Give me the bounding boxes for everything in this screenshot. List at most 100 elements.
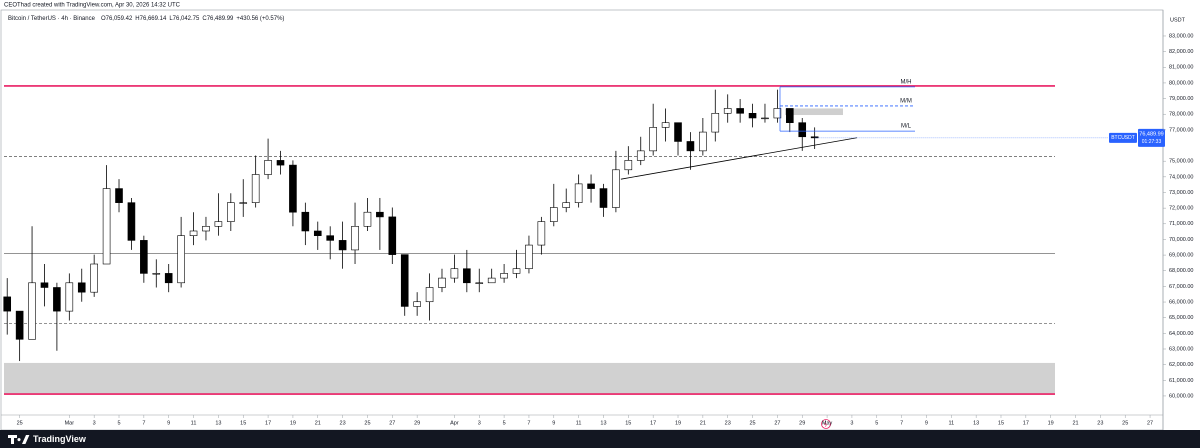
y-tick-label: 82,000.00 <box>1169 49 1193 55</box>
candle-body <box>15 310 24 340</box>
candle-body <box>798 122 807 138</box>
price-tag <box>1138 128 1165 147</box>
candle-body <box>376 211 384 218</box>
y-tick-label: 75,000.00 <box>1169 159 1193 165</box>
candle-body <box>413 301 421 307</box>
candle-body <box>748 112 757 119</box>
candle-body <box>649 127 657 152</box>
x-tick-label: 13 <box>215 420 221 426</box>
mark-label: M/M <box>900 99 912 105</box>
x-tick-label: 25 <box>17 420 23 426</box>
candle-body <box>723 108 732 114</box>
events-icon-bolt <box>824 421 827 427</box>
y-tick-label: 63,000.00 <box>1169 346 1193 352</box>
candle-body <box>686 141 695 152</box>
x-tick-label: 27 <box>774 420 780 426</box>
candle-body <box>450 268 459 279</box>
y-tick-label: 80,000.00 <box>1169 80 1193 86</box>
footer-bar <box>0 430 1200 448</box>
drawings-front: M/H M/M M/L BTCUSDT 76,489.99 01:27:33 <box>620 79 1165 180</box>
candle-body <box>487 277 496 284</box>
candle-body <box>239 202 248 204</box>
drawings-back <box>4 85 1055 395</box>
candle-body <box>189 230 198 236</box>
x-tick-label: 27 <box>389 420 395 426</box>
candle-body <box>388 216 397 255</box>
candle-body <box>400 254 409 307</box>
y-tick-label: 64,000.00 <box>1169 331 1193 337</box>
credit: CEOThad created with TradingView.com, Ap… <box>4 3 181 9</box>
candle-body <box>251 174 260 203</box>
x-tick-label: 19 <box>290 420 296 426</box>
y-tick-label: 71,000.00 <box>1169 221 1193 227</box>
x-tick-label: 17 <box>265 420 271 426</box>
x-tick-label: 15 <box>998 420 1004 426</box>
candle-body <box>525 244 533 270</box>
x-tick-label: Mar <box>65 420 75 426</box>
x-tick-label: 11 <box>191 420 197 426</box>
candle-body <box>674 122 682 142</box>
ohlc-low: L76,042.75 <box>169 16 200 22</box>
candle-body <box>624 160 633 171</box>
candle-body <box>140 240 148 274</box>
chart-title: Bitcoin / TetherUS · 4h · Binance O76,059… <box>8 16 284 22</box>
y-tick-label: 66,000.00 <box>1169 299 1193 305</box>
footer-brand[interactable]: TradingView <box>33 434 87 444</box>
y-tick-label: 81,000.00 <box>1169 65 1193 71</box>
candle-body <box>562 202 571 208</box>
candle-body <box>699 131 707 152</box>
candle-body <box>736 108 744 114</box>
x-tick-label: 9 <box>925 420 928 426</box>
y-tick-label: 62,000.00 <box>1169 362 1193 368</box>
events-icon[interactable] <box>821 419 831 429</box>
y-tick-label: 65,000.00 <box>1169 315 1193 321</box>
mark-label: M/L <box>901 124 912 130</box>
x-tick-label: 11 <box>576 420 582 426</box>
candle-body <box>636 150 645 161</box>
candle-body <box>338 240 347 251</box>
x-tick-label: 7 <box>527 420 530 426</box>
x-tick-label: 3 <box>93 420 96 426</box>
candle-body <box>537 221 546 246</box>
y-tick-label: 67,000.00 <box>1169 284 1193 290</box>
y-tick-label: 83,000.00 <box>1169 33 1193 39</box>
candle-body <box>612 169 620 208</box>
x-tick-label: May <box>822 420 833 426</box>
candle-body <box>102 188 111 265</box>
price-tag-label: 76,489.99 <box>1139 131 1163 137</box>
ohlc-open: O76,059.42 <box>101 16 133 22</box>
x-tick-label: 23 <box>1097 420 1103 426</box>
y-tick-label: 61,000.00 <box>1169 378 1193 384</box>
y-tick-label: 79,000.00 <box>1169 96 1193 102</box>
candle-body <box>289 164 297 213</box>
candle-body <box>773 108 782 119</box>
y-tick-label: 60,000.00 <box>1169 393 1193 399</box>
x-tick-label: 5 <box>875 420 878 426</box>
candle-body <box>301 211 310 232</box>
range-box <box>785 108 843 116</box>
candle-body <box>786 108 794 123</box>
y-tick-label: 77,000.00 <box>1169 127 1193 133</box>
x-tick-label: 19 <box>1048 420 1054 426</box>
x-tick-label: Apr <box>450 420 459 426</box>
candle-body <box>115 188 123 203</box>
candle-body <box>202 225 210 232</box>
currency-label: USDT <box>1170 17 1186 23</box>
trendline <box>620 137 857 180</box>
x-tick-label: 27 <box>1147 420 1153 426</box>
x-tick-label: 29 <box>414 420 420 426</box>
candle-body <box>438 277 446 288</box>
candle-body <box>28 282 36 340</box>
candle-body <box>65 282 74 312</box>
y-tick-label: 74,000.00 <box>1169 174 1193 180</box>
candle-body <box>475 282 484 284</box>
support-zone <box>4 362 1055 395</box>
candle-body <box>214 221 223 227</box>
x-tick-label: 21 <box>1072 420 1078 426</box>
candle-body <box>40 282 49 288</box>
footer-logo[interactable] <box>8 435 30 444</box>
x-tick-label: 13 <box>600 420 606 426</box>
candle-body <box>599 188 608 208</box>
countdown-label: 01:27:33 <box>1142 139 1162 145</box>
